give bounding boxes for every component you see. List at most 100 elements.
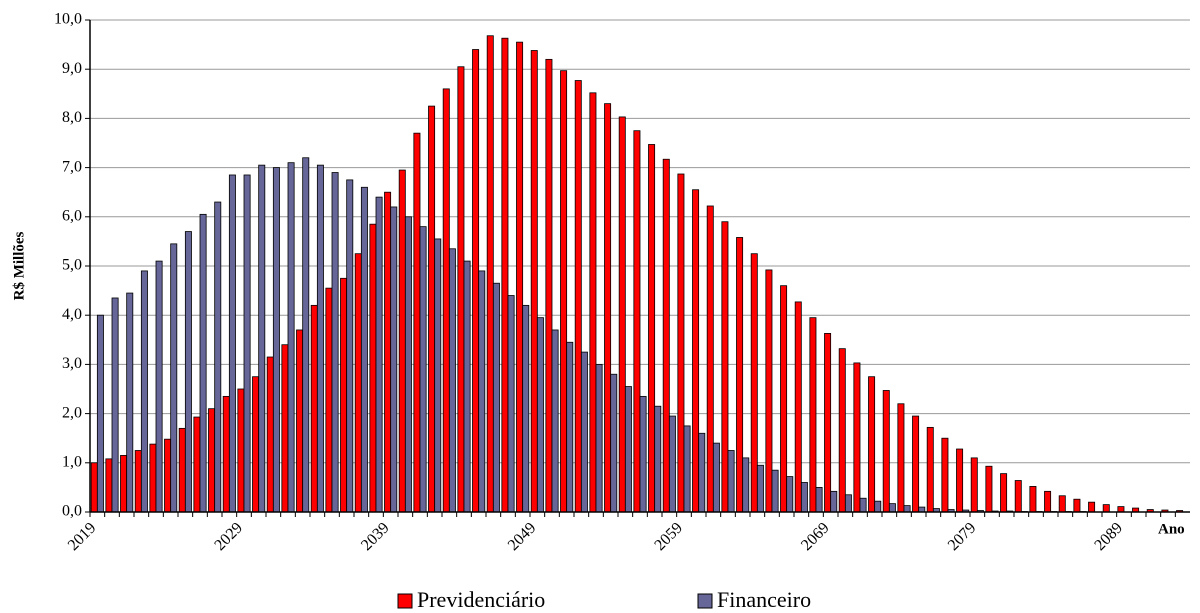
bar	[369, 223, 377, 513]
y-tick-label: 6,0	[62, 207, 82, 224]
bar	[530, 50, 538, 513]
bar	[985, 465, 993, 513]
bar	[354, 253, 362, 513]
y-axis-label: R$ Millões	[11, 231, 27, 300]
bar	[1102, 504, 1110, 513]
bar	[633, 130, 641, 513]
bar	[654, 405, 662, 513]
y-tick-label: 2,0	[62, 404, 82, 421]
bar	[1014, 480, 1022, 513]
bar	[105, 458, 113, 513]
bar	[536, 317, 544, 513]
bar	[340, 277, 348, 513]
bar	[874, 500, 882, 513]
bar	[463, 260, 471, 513]
legend-label: Previdenciário	[417, 587, 545, 612]
bar	[222, 395, 230, 513]
x-tick-label: 2069	[798, 519, 833, 554]
bar	[618, 116, 626, 513]
bar	[90, 462, 98, 513]
bar	[551, 329, 559, 513]
x-tick-label: 2049	[505, 519, 540, 554]
x-tick-label: 2079	[945, 519, 980, 554]
bar	[912, 415, 920, 513]
bar	[448, 248, 456, 513]
bar	[155, 260, 163, 513]
bar	[897, 403, 905, 513]
bar	[214, 201, 222, 513]
bar	[721, 221, 729, 513]
bar	[428, 105, 436, 513]
bar	[134, 450, 142, 513]
y-tick-label: 7,0	[62, 158, 82, 175]
bar	[765, 269, 773, 513]
x-tick-label: 2089	[1091, 519, 1126, 554]
bar	[662, 158, 670, 513]
bar	[750, 253, 758, 513]
bar	[331, 172, 339, 513]
x-tick-label: 2029	[211, 519, 246, 554]
bar	[507, 295, 515, 513]
bar	[120, 455, 128, 513]
bar	[756, 464, 764, 513]
y-tick-label: 5,0	[62, 257, 82, 274]
y-tick-label: 8,0	[62, 109, 82, 126]
bar	[390, 206, 398, 513]
bar	[457, 66, 465, 513]
bar	[472, 49, 480, 513]
y-tick-label: 4,0	[62, 306, 82, 323]
bar	[786, 476, 794, 513]
bar	[296, 329, 304, 513]
bar	[882, 390, 890, 513]
y-tick-label: 10,0	[54, 11, 82, 28]
bar	[243, 174, 251, 513]
bar	[956, 448, 964, 513]
bar	[346, 179, 354, 513]
bar	[838, 348, 846, 513]
bar	[771, 469, 779, 513]
bar	[442, 88, 450, 513]
bar	[844, 494, 852, 513]
bar	[824, 333, 832, 513]
bar	[184, 231, 192, 513]
bar	[1073, 498, 1081, 513]
bar	[809, 317, 817, 513]
bar	[970, 457, 978, 513]
x-tick-label: 2059	[651, 519, 686, 554]
bar	[830, 490, 838, 513]
bar	[677, 173, 685, 513]
bar	[140, 270, 148, 513]
bar	[272, 167, 280, 513]
bar	[853, 362, 861, 513]
bar	[648, 144, 656, 513]
bar	[580, 351, 588, 513]
bar	[252, 376, 260, 513]
bar	[639, 395, 647, 513]
bar	[413, 132, 421, 513]
bar	[434, 238, 442, 513]
bar	[126, 292, 134, 513]
bar	[706, 205, 714, 513]
bar	[199, 213, 207, 513]
bar	[610, 373, 618, 513]
bar	[888, 503, 896, 513]
bar	[566, 341, 574, 513]
bar	[815, 486, 823, 513]
bar	[780, 285, 788, 513]
x-axis-label: Ano	[1158, 521, 1185, 537]
bar	[302, 157, 310, 513]
bar	[237, 388, 245, 513]
bar	[668, 415, 676, 513]
bar	[868, 376, 876, 513]
y-tick-label: 9,0	[62, 60, 82, 77]
bar	[1044, 490, 1052, 513]
bar	[560, 70, 568, 513]
bar	[228, 174, 236, 513]
bar	[800, 482, 808, 513]
bar	[404, 216, 412, 513]
bar	[398, 169, 406, 513]
bar	[486, 35, 494, 513]
bar	[149, 443, 157, 513]
bar	[164, 438, 172, 513]
